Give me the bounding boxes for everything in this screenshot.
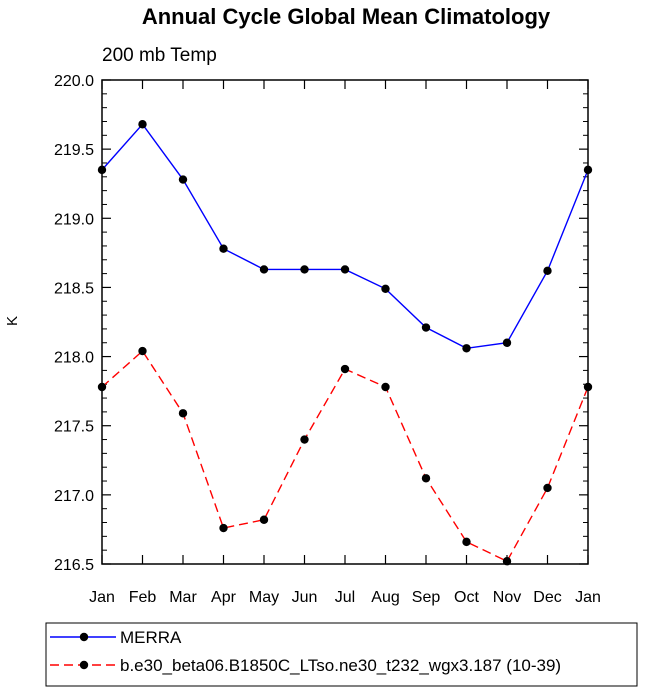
y-tick-label: 219.0 [54, 211, 94, 228]
x-tick-label: Jun [292, 589, 318, 606]
series-line-2 [101, 349, 589, 563]
y-tick-label: 218.5 [54, 280, 94, 297]
x-tick-label: Aug [371, 589, 399, 606]
legend-label-2: b.e30_beta06.B1850C_LTso.ne30_t232_wgx3.… [120, 656, 561, 675]
chart-title: Annual Cycle Global Mean Climatology [142, 4, 551, 29]
series-2-point [381, 382, 390, 392]
series-1-point [340, 265, 350, 274]
x-tick-label: Nov [493, 589, 521, 606]
series-1-point [219, 244, 228, 253]
chart-subtitle: 200 mb Temp [102, 45, 217, 66]
y-tick-label: 219.5 [54, 142, 94, 159]
legend-label-1: MERRA [120, 628, 182, 647]
x-tick-label: Jan [89, 589, 115, 606]
series-1-point [300, 265, 309, 274]
series-2-point [340, 364, 350, 374]
series-2-point [300, 435, 309, 444]
legend-box [45, 622, 638, 687]
series-1-point [138, 120, 147, 129]
series-2-point [543, 483, 552, 493]
y-tick-label: 217.5 [54, 419, 94, 436]
series-2-point [178, 409, 188, 418]
series-1-point [421, 323, 431, 332]
legend: MERRA b.e30_beta06.B1850C_LTso.ne30_t232_… [45, 622, 638, 687]
series-2-point [259, 515, 269, 524]
legend-marker-2 [79, 660, 89, 670]
series-1-point [543, 266, 552, 276]
legend-marker-1 [79, 632, 89, 642]
x-tick-label: Feb [129, 589, 157, 606]
x-tick-label: Mar [169, 589, 197, 606]
x-tick-label: Oct [454, 589, 479, 606]
series-2-point [462, 537, 471, 547]
series-2-point [138, 346, 147, 356]
series-1-point [178, 175, 188, 184]
series-2-point [421, 474, 431, 483]
series-1-point [381, 284, 390, 294]
plot-frame [101, 79, 589, 565]
series-2-point [219, 523, 228, 533]
y-tick-label: 220.0 [54, 73, 94, 90]
y-tick-label: 217.0 [54, 488, 94, 505]
series-line-1 [101, 123, 589, 349]
series-1-point [462, 344, 471, 353]
x-tick-label: May [249, 589, 279, 606]
y-tick-label: 218.0 [54, 350, 94, 367]
y-tick-label: 216.5 [54, 557, 94, 574]
x-tick-label: Jan [575, 589, 601, 606]
y-axis-label: K [4, 316, 21, 326]
x-tick-label: Sep [412, 589, 441, 606]
x-tick-label: Dec [533, 589, 561, 606]
x-tick-label: Jul [335, 589, 355, 606]
series-1-point [259, 265, 269, 274]
series-1-point [502, 338, 512, 347]
x-tick-label: Apr [211, 589, 237, 606]
